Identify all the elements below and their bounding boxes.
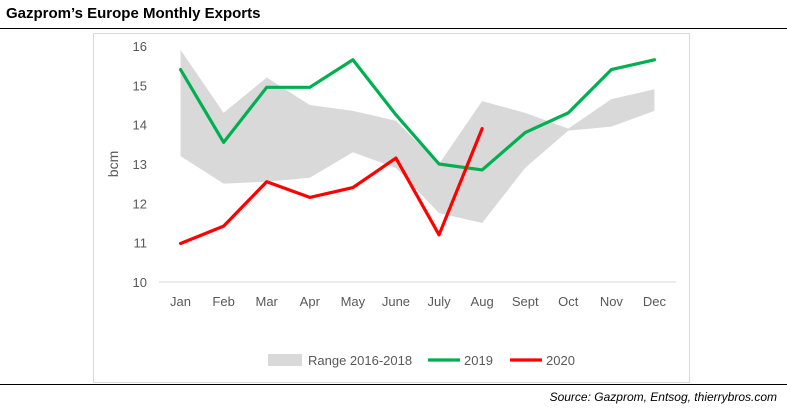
x-tick-label: May [341,294,366,309]
series-line-2019 [178,58,657,172]
series-line-2020 [178,127,484,246]
x-tick-label: Feb [212,294,234,309]
source-note: Source: Gazprom, Entsog, thierrybros.com [549,390,777,404]
x-tick-label: Jan [170,294,191,309]
y-tick-label: 11 [134,236,148,251]
y-tick-label: 13 [133,157,147,172]
legend-label-2019: 2019 [464,353,493,368]
bottom-divider [0,384,787,385]
x-tick-label: Dec [643,294,667,309]
y-axis-label: bcm [105,151,121,177]
x-tick-label: June [382,294,410,309]
x-tick-label: Nov [600,294,624,309]
y-tick-label: 16 [133,39,147,54]
x-tick-label: Aug [471,294,494,309]
chart-title: Gazprom’s Europe Monthly Exports [6,5,261,22]
x-tick-label: Oct [558,294,579,309]
legend-label-2020: 2020 [546,353,575,368]
x-tick-label: July [427,294,451,309]
y-tick-label: 14 [133,118,147,133]
x-tick-label: Mar [256,294,279,309]
x-tick-label: Apr [300,294,321,309]
legend-swatch-range [268,354,302,366]
x-tick-label: Sept [512,294,539,309]
top-divider [0,28,787,29]
y-tick-label: 12 [133,196,147,211]
legend-label-range: Range 2016-2018 [308,353,412,368]
y-tick-label: 10 [133,275,147,290]
range-band [180,49,655,223]
y-tick-label: 15 [133,78,147,93]
chart-frame [93,33,690,383]
